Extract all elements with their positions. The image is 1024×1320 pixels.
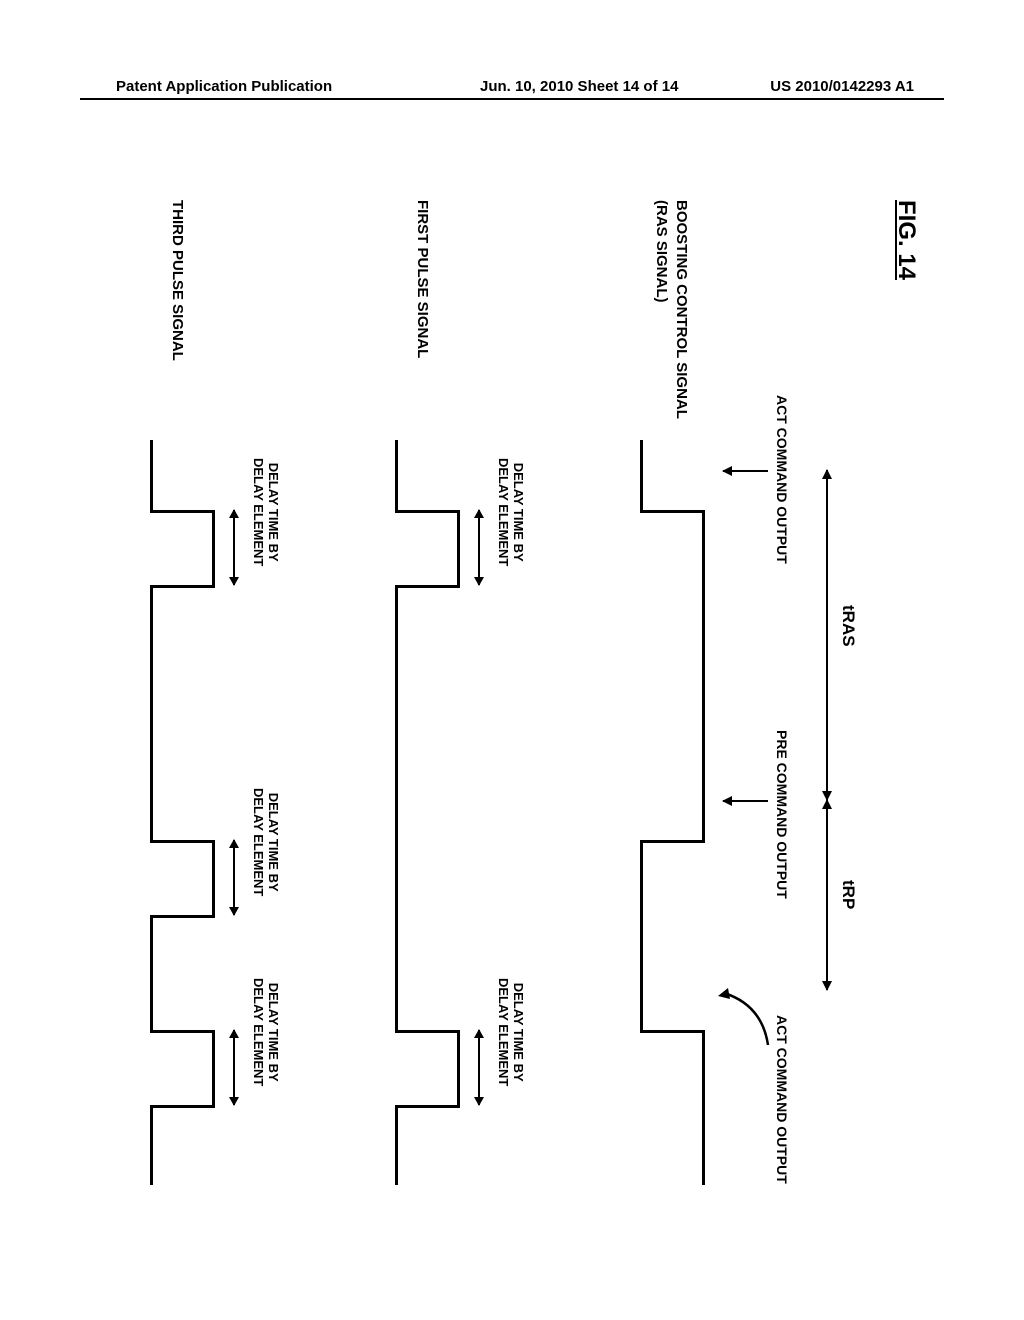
delay-arrow-2b — [478, 1030, 480, 1105]
page-header: Patent Application Publication Jun. 10, … — [0, 78, 1024, 102]
delay-arrow-2a — [478, 510, 480, 585]
trp-label: tRP — [838, 880, 858, 909]
act-cmd1-label: ACT COMMAND OUTPUT — [774, 395, 790, 564]
signal3-name: THIRD PULSE SIGNAL — [168, 200, 188, 450]
header-right: US 2010/0142293 A1 — [770, 78, 914, 95]
delay-label-3b: DELAY TIME BYDELAY ELEMENT — [250, 788, 280, 896]
pre-cmd-label: PRE COMMAND OUTPUT — [774, 730, 790, 899]
act-cmd1-arrow — [723, 470, 768, 472]
delay-label-3a: DELAY TIME BYDELAY ELEMENT — [250, 458, 280, 566]
delay-label-3c: DELAY TIME BYDELAY ELEMENT — [250, 978, 280, 1086]
signal1-name-line2: (RAS SIGNAL) — [652, 200, 672, 450]
tras-arrow — [826, 470, 828, 800]
header-left: Patent Application Publication — [116, 78, 332, 95]
pre-cmd-arrow — [723, 800, 768, 802]
rotated-content: FIG. 14 tRAS tRP ACT COMMAND OUTPUT PRE … — [0, 160, 940, 1020]
signal1-name-line1: BOOSTING CONTROL SIGNAL — [672, 200, 692, 450]
delay-arrow-3b — [233, 840, 235, 915]
delay-arrow-3c — [233, 1030, 235, 1105]
act-cmd2-label: ACT COMMAND OUTPUT — [774, 1015, 790, 1184]
delay-label-2a: DELAY TIME BYDELAY ELEMENT — [495, 458, 525, 566]
delay-arrow-3a — [233, 510, 235, 585]
header-mid: Jun. 10, 2010 Sheet 14 of 14 — [480, 78, 678, 95]
figure-label: FIG. 14 — [892, 200, 920, 280]
header-rule — [80, 98, 944, 100]
tras-label: tRAS — [838, 605, 858, 647]
delay-label-2b: DELAY TIME BYDELAY ELEMENT — [495, 978, 525, 1086]
page: Patent Application Publication Jun. 10, … — [0, 0, 1024, 1320]
diagram-canvas: FIG. 14 tRAS tRP ACT COMMAND OUTPUT PRE … — [80, 160, 940, 1220]
trp-arrow — [826, 800, 828, 990]
signal2-name: FIRST PULSE SIGNAL — [413, 200, 433, 450]
signal1-name: BOOSTING CONTROL SIGNAL (RAS SIGNAL) — [652, 200, 691, 450]
act-cmd2-curved-arrow — [712, 985, 772, 1075]
